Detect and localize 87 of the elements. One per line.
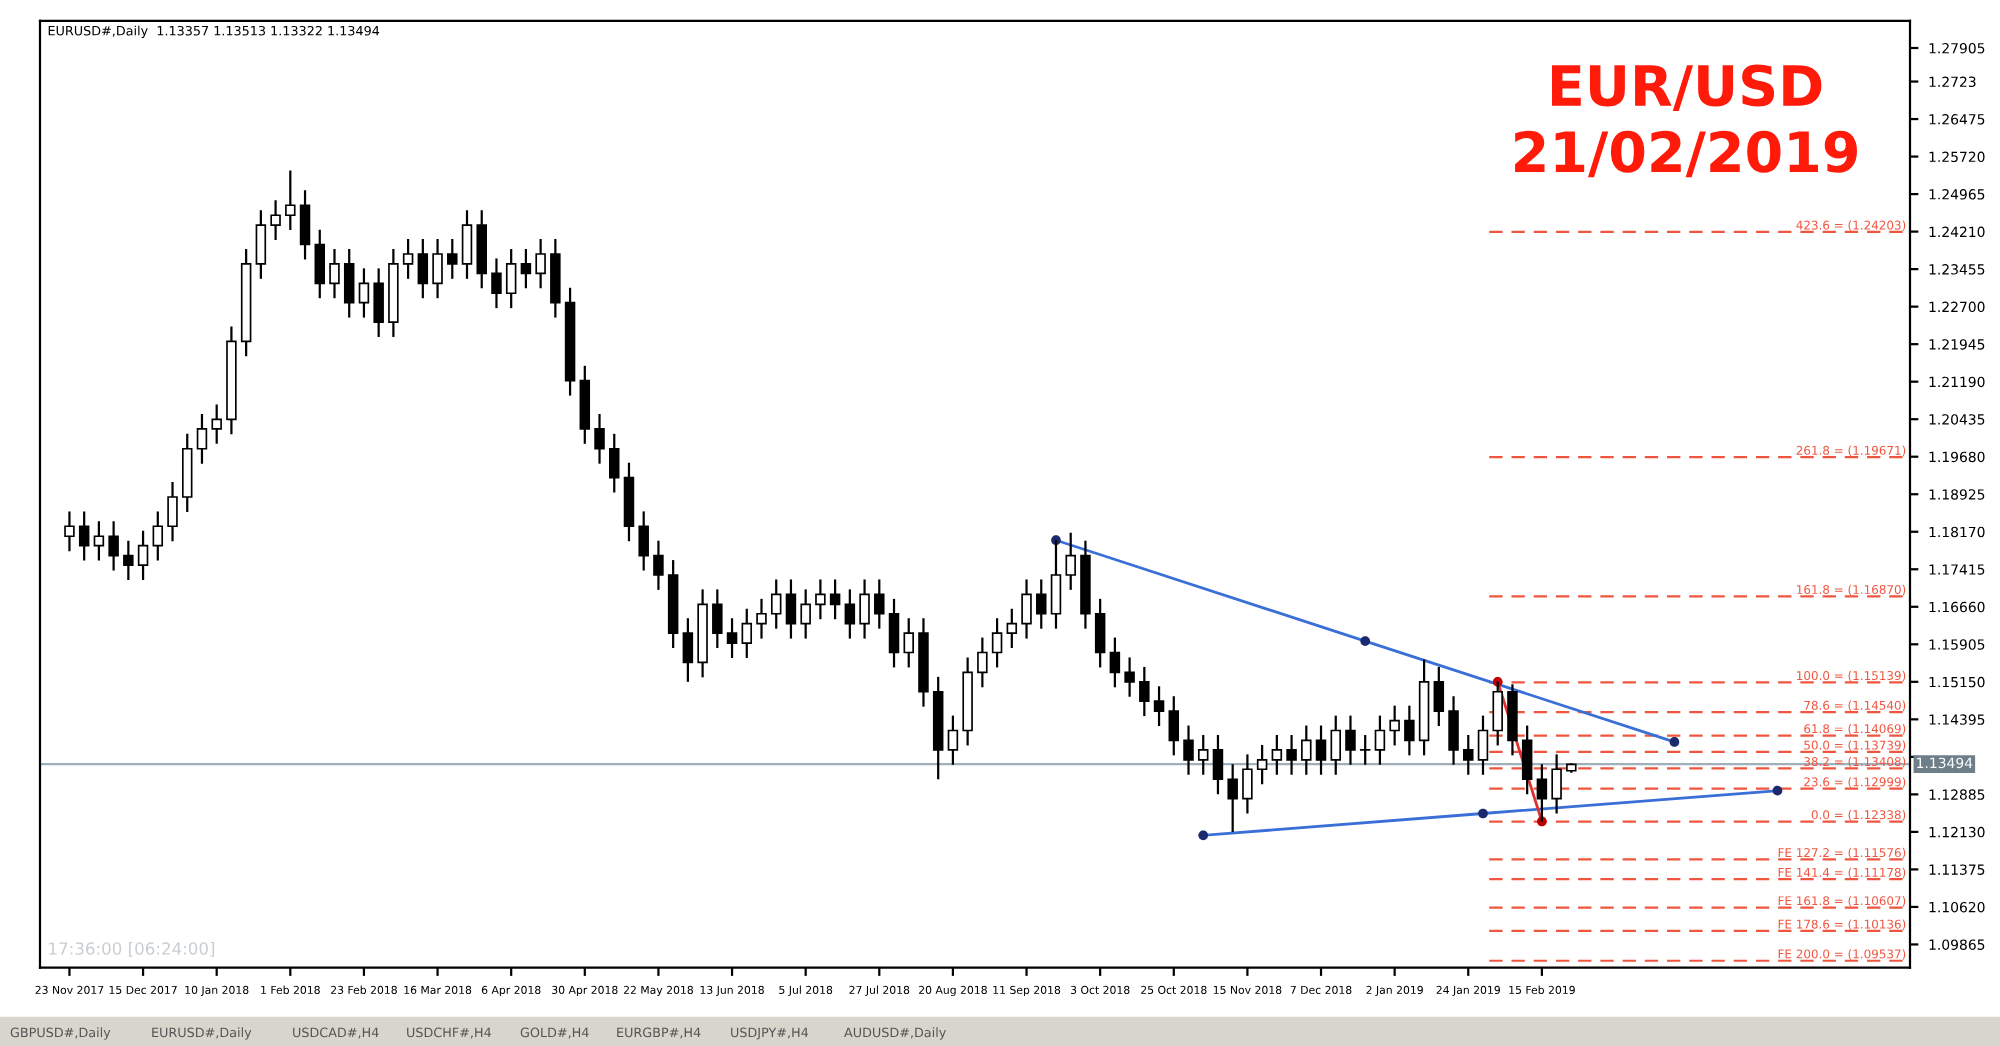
candlestick [785,578,797,640]
candlestick [1315,724,1327,776]
candlestick [1109,636,1121,689]
candlestick [1286,733,1297,776]
candlestick [682,617,694,683]
candlestick [505,247,517,310]
candlestick [1374,714,1386,766]
candlestick [1433,665,1445,728]
candlestick [977,636,988,689]
candlestick [1036,578,1047,630]
candlestick [1050,539,1062,630]
candlestick [343,247,355,319]
candlestick [1212,733,1224,796]
candlestick [1492,680,1503,747]
candlestick [726,617,738,660]
candlestick [1153,685,1165,728]
candlestick [1551,753,1562,815]
candlestick [1404,704,1415,757]
candlestick [903,617,914,669]
candlestick [1021,578,1032,640]
candlestick [1094,597,1106,669]
candlestick [108,520,119,572]
candlestick [1065,531,1076,591]
candlestick [520,247,532,290]
candlestick [741,607,753,660]
candlestick [1330,714,1342,776]
candlestick [1006,607,1018,650]
candlestick [859,578,870,640]
candlestick [402,237,414,280]
candlestick [888,597,900,669]
candlestick [1345,714,1356,766]
candlestick [1242,753,1253,815]
candlestick [93,520,105,562]
candlestick [255,209,267,280]
candlestick [285,169,296,232]
annotation: 21/02/2019 [1515,130,1857,178]
candlestick [491,257,502,310]
candlestick [608,432,620,494]
candlestick [373,267,384,339]
candlestick [167,480,178,543]
candlestick [594,412,605,465]
candlestick [1271,733,1283,776]
candlestick [64,510,75,553]
candlestick [1124,656,1135,698]
candlestick [196,412,208,465]
candlestick [1448,695,1459,766]
candlestick [358,267,370,319]
candlestick [432,237,443,300]
candlestick [123,539,134,582]
candlestick [1477,714,1489,776]
candlestick [535,237,546,290]
candlestick [1521,724,1533,796]
candlestick [1168,695,1180,757]
candlestick [1536,763,1548,823]
candlestick [1197,733,1209,776]
candlestick [1463,733,1474,776]
candlestick [770,578,782,630]
candlestick [417,237,429,300]
candlestick [329,247,340,300]
candlestick [844,588,856,640]
candlestick [800,588,811,640]
candlestick [137,529,149,582]
candlestick [991,617,1003,669]
candlestick [152,510,164,562]
candlestick [461,209,473,280]
candlestick [299,189,311,261]
candlestick [314,228,326,300]
candlestick [815,578,826,621]
candlestick [947,714,959,766]
candlestick [78,510,90,562]
candlestick [653,539,664,591]
candlestick [211,403,222,445]
candlestick [638,510,649,572]
candlestick [1301,724,1312,776]
candlestick [1389,704,1400,747]
candlestick [874,578,885,630]
candlestick [829,578,841,621]
candlestick [1183,724,1194,776]
candlestick [447,237,458,280]
candlestick [1359,733,1371,766]
candlestick [270,199,281,242]
candlestick [756,597,767,640]
candlestick [1256,743,1268,786]
annotation: EUR/USD [1552,64,1822,111]
candlestick [712,588,723,650]
candlestick [1227,763,1238,833]
candlestick [1139,665,1150,718]
